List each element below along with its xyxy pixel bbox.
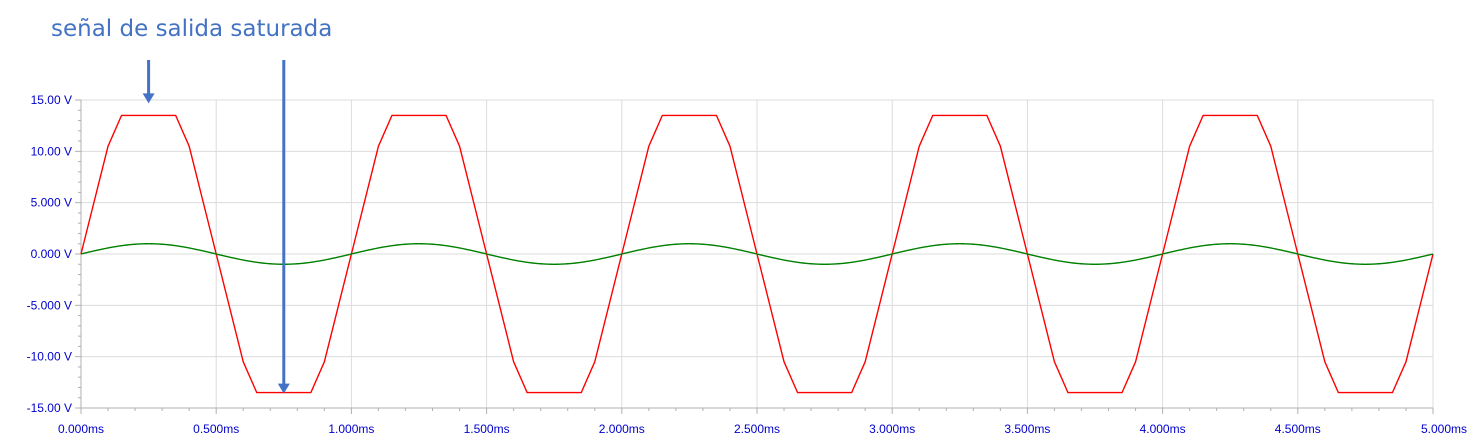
x-tick-label: 1.000ms [328,422,374,436]
arrow-head [277,383,290,394]
y-tick-label: -10.00 V [27,350,72,364]
y-tick-label: 0.000 V [31,247,72,261]
axes [75,99,1434,414]
x-tick-label: 2.500ms [734,422,780,436]
arrow-head [142,93,155,104]
y-tick-labels: 15.00 V 10.00 V 5.000 V 0.000 V -5.000 V -10.… [27,93,72,415]
x-tick-label: 2.000ms [599,422,645,436]
x-tick-label: 3.000ms [869,422,915,436]
x-tick-label: 0.500ms [193,422,239,436]
x-tick-label: 3.500ms [1004,422,1050,436]
y-tick-label: 10.00 V [31,144,72,158]
y-tick-label: -5.000 V [27,298,72,312]
x-tick-label: 1.500ms [464,422,510,436]
x-tick-label: 4.500ms [1275,422,1321,436]
series [80,114,1434,394]
y-tick-label: -15.00 V [27,401,72,415]
x-tick-label: 0.000ms [58,422,104,436]
annotation-title: señal de salida saturada [51,16,333,42]
x-tick-labels: 0.000ms 0.500ms 1.000ms 1.500ms 2.000ms 2.500… [58,422,1467,436]
y-tick-label: 5.000 V [31,196,72,210]
annotation-arrows [142,60,290,394]
x-tick-label: 5.000ms [1421,422,1467,436]
x-tick-label: 4.000ms [1140,422,1186,436]
series-line-input-sine [80,243,1434,265]
y-tick-label: 15.00 V [31,93,72,107]
